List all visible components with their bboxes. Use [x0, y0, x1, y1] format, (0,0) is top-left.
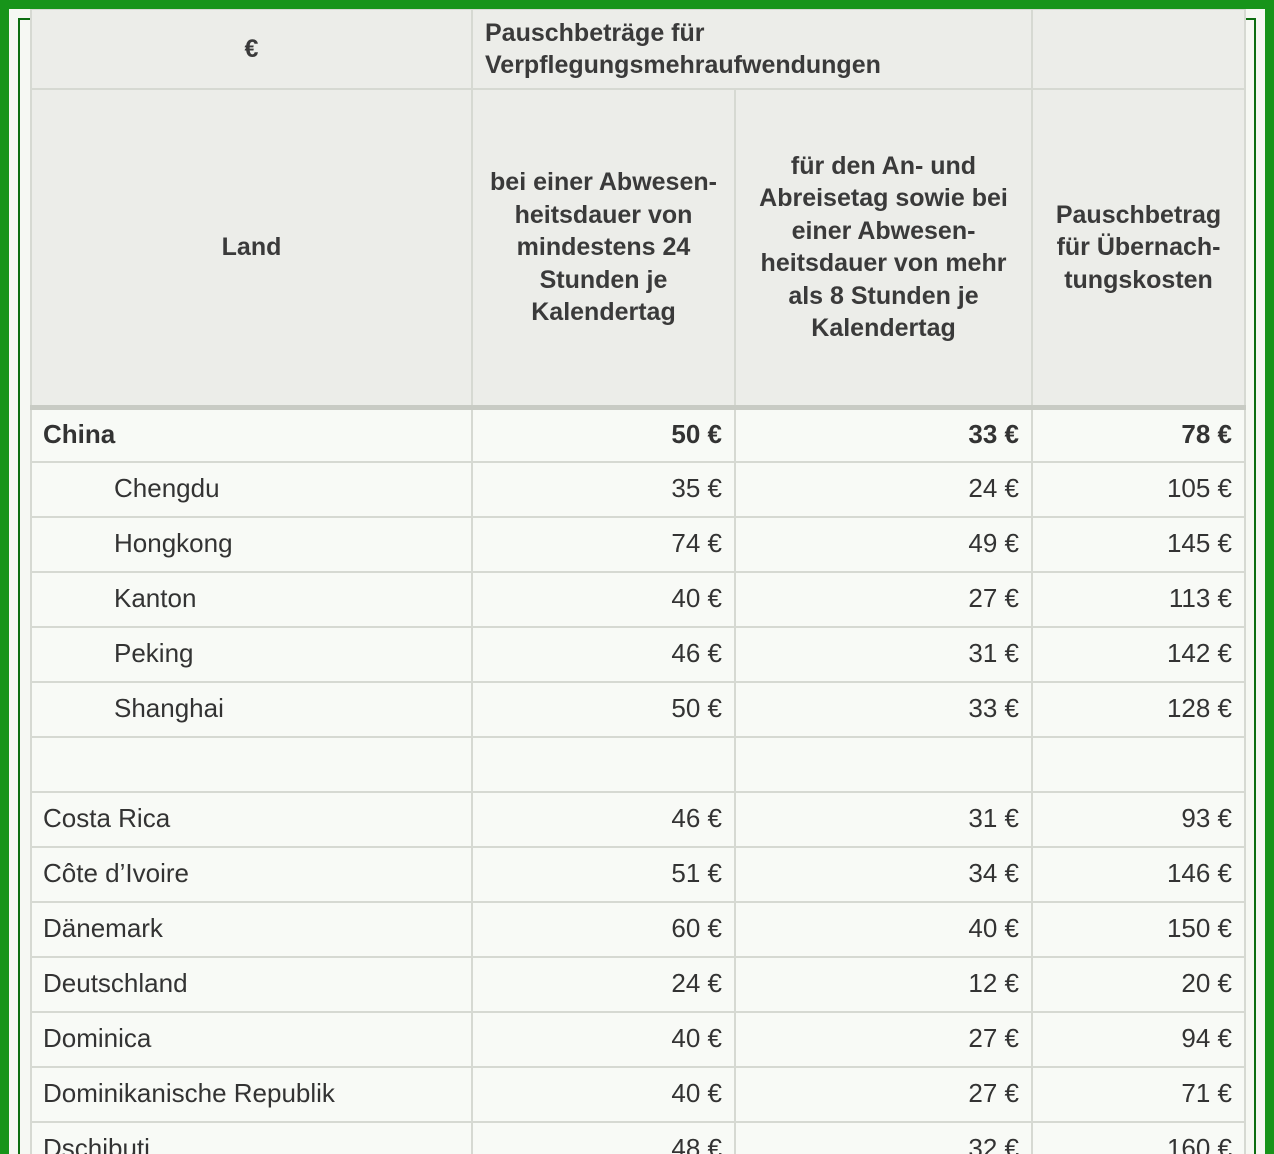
cell-land: Deutschland [30, 956, 473, 1013]
cell-land: Dominikanische Republik [30, 1066, 473, 1123]
cell-8h: 33 € [733, 681, 1034, 738]
cell-land: Hongkong [30, 516, 473, 573]
cell-land: Dominica [30, 1011, 473, 1068]
header-8h: für den An- und Abreisetag sowie bei ein… [733, 88, 1034, 410]
table-row: Côte d’Ivoire 51 € 34 € 146 € [30, 846, 1247, 903]
cell-8h: 27 € [733, 1011, 1034, 1068]
cell-8h: 32 € [733, 1121, 1034, 1154]
cell-land: Costa Rica [30, 791, 473, 848]
cell-land: Kanton [30, 571, 473, 628]
cell-night: 71 € [1031, 1066, 1247, 1123]
cell-land: Peking [30, 626, 473, 683]
cell-8h: 27 € [733, 1066, 1034, 1123]
header-empty-cell [1031, 9, 1247, 90]
cell-night: 113 € [1031, 571, 1247, 628]
cell-land [30, 736, 473, 793]
cell-night: 93 € [1031, 791, 1247, 848]
cell-24h: 50 € [471, 681, 736, 738]
table-row: Dominica 40 € 27 € 94 € [30, 1011, 1247, 1068]
cell-night: 78 € [1031, 406, 1247, 463]
cell-8h: 33 € [733, 406, 1034, 463]
cell-land: China [30, 406, 473, 463]
header-group-title: Pauschbeträge für Verpflegungsmehraufwen… [470, 9, 1034, 90]
cell-land: Dschibuti [30, 1121, 473, 1154]
table-row: Peking 46 € 31 € 142 € [30, 626, 1247, 683]
cell-8h: 49 € [733, 516, 1034, 573]
header-24h: bei einer Abwesen-heitsdauer von mindest… [471, 88, 736, 410]
table-row: Shanghai 50 € 33 € 128 € [30, 681, 1247, 738]
cell-24h [471, 736, 736, 793]
cell-land: Dänemark [30, 901, 473, 958]
cell-night [1031, 736, 1247, 793]
cell-land: Shanghai [30, 681, 473, 738]
cell-24h: 74 € [471, 516, 736, 573]
header-night: Pauschbetrag für Übernach-tungskosten [1031, 88, 1247, 410]
cell-24h: 50 € [471, 406, 736, 463]
cell-24h: 40 € [471, 1066, 736, 1123]
table-body: China 50 € 33 € 78 € Chengdu 35 € 24 € 1… [30, 406, 1247, 1154]
cell-24h: 48 € [471, 1121, 736, 1154]
allowance-table: € Pauschbeträge für Verpflegungsmehraufw… [30, 9, 1247, 1154]
cell-night: 150 € [1031, 901, 1247, 958]
header-land: Land [30, 88, 473, 410]
table-row-empty [30, 736, 1247, 793]
cell-night: 146 € [1031, 846, 1247, 903]
table-row: Hongkong 74 € 49 € 145 € [30, 516, 1247, 573]
cell-night: 145 € [1031, 516, 1247, 573]
table-row: Dänemark 60 € 40 € 150 € [30, 901, 1247, 958]
cell-night: 142 € [1031, 626, 1247, 683]
cell-8h: 34 € [733, 846, 1034, 903]
cell-24h: 24 € [471, 956, 736, 1013]
table-row: China 50 € 33 € 78 € [30, 406, 1247, 463]
cell-8h: 24 € [733, 461, 1034, 518]
table-row: Kanton 40 € 27 € 113 € [30, 571, 1247, 628]
cell-night: 20 € [1031, 956, 1247, 1013]
header-currency: € [30, 9, 473, 90]
cell-8h: 31 € [733, 791, 1034, 848]
cell-land: Côte d’Ivoire [30, 846, 473, 903]
cell-24h: 51 € [471, 846, 736, 903]
table-header: € Pauschbeträge für Verpflegungsmehraufw… [30, 9, 1247, 410]
cell-land: Chengdu [30, 461, 473, 518]
cell-8h: 27 € [733, 571, 1034, 628]
cell-night: 160 € [1031, 1121, 1247, 1154]
cell-24h: 40 € [471, 1011, 736, 1068]
cell-night: 128 € [1031, 681, 1247, 738]
cell-8h: 40 € [733, 901, 1034, 958]
cell-24h: 60 € [471, 901, 736, 958]
table-row: Deutschland 24 € 12 € 20 € [30, 956, 1247, 1013]
table-row: Dominikanische Republik 40 € 27 € 71 € [30, 1066, 1247, 1123]
cell-8h: 12 € [733, 956, 1034, 1013]
cell-24h: 46 € [471, 791, 736, 848]
cell-8h [733, 736, 1034, 793]
cell-24h: 40 € [471, 571, 736, 628]
table-row: Chengdu 35 € 24 € 105 € [30, 461, 1247, 518]
cell-night: 105 € [1031, 461, 1247, 518]
cell-8h: 31 € [733, 626, 1034, 683]
table-row: Dschibuti 48 € 32 € 160 € [30, 1121, 1247, 1154]
cell-night: 94 € [1031, 1011, 1247, 1068]
cell-24h: 46 € [471, 626, 736, 683]
cell-24h: 35 € [471, 461, 736, 518]
table-row: Costa Rica 46 € 31 € 93 € [30, 791, 1247, 848]
